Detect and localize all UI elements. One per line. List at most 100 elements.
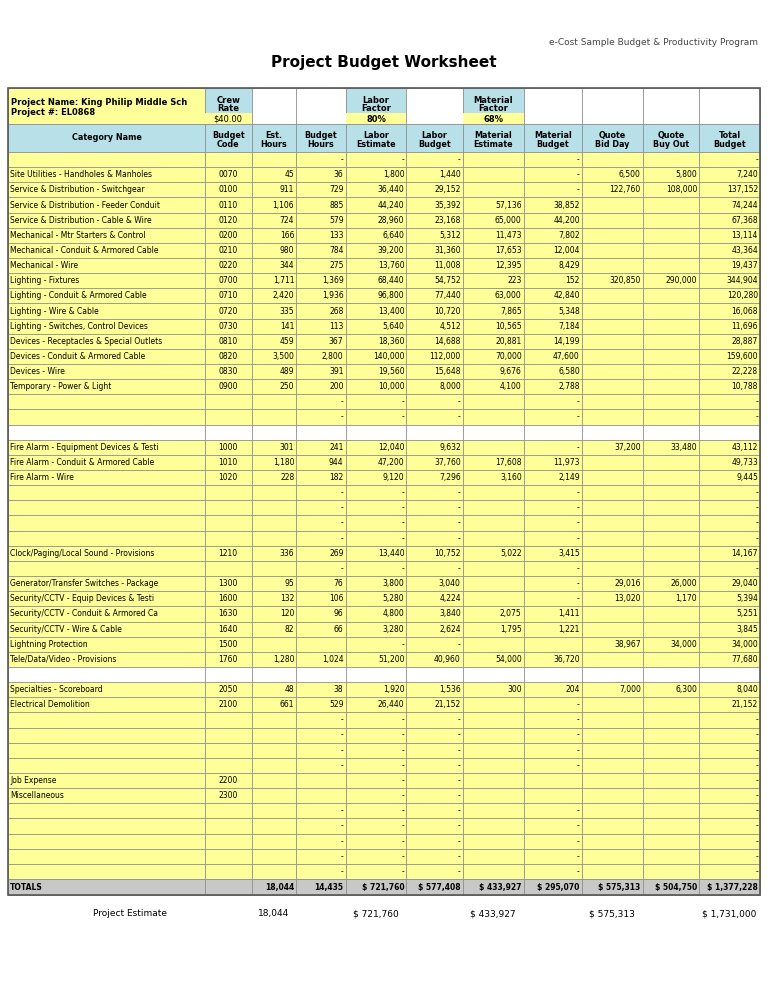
Bar xyxy=(296,455,346,470)
Bar xyxy=(463,243,524,258)
Bar xyxy=(251,728,296,743)
Text: Project Estimate: Project Estimate xyxy=(93,909,167,918)
Text: 12,395: 12,395 xyxy=(495,261,521,270)
Bar xyxy=(205,651,251,667)
Bar xyxy=(406,364,463,379)
Text: Mechanical - Mtr Starters & Control: Mechanical - Mtr Starters & Control xyxy=(10,230,146,239)
Bar xyxy=(346,243,406,258)
Bar xyxy=(8,486,205,500)
Text: 80%: 80% xyxy=(366,114,386,123)
Bar xyxy=(8,667,205,682)
Bar xyxy=(251,455,296,470)
Bar xyxy=(582,152,643,167)
Bar xyxy=(524,849,582,864)
Bar xyxy=(406,273,463,288)
Bar xyxy=(296,682,346,697)
Bar xyxy=(205,546,251,561)
Text: 911: 911 xyxy=(280,186,294,195)
Bar xyxy=(406,773,463,788)
Bar xyxy=(463,440,524,455)
Bar xyxy=(406,515,463,530)
Bar xyxy=(643,818,699,833)
Bar xyxy=(296,530,346,546)
Bar xyxy=(643,304,699,319)
Bar xyxy=(8,818,205,833)
Bar xyxy=(205,227,251,243)
Text: -: - xyxy=(755,867,758,876)
Text: 10,565: 10,565 xyxy=(495,322,521,331)
Bar xyxy=(251,273,296,288)
Bar xyxy=(463,319,524,334)
Text: Budget: Budget xyxy=(536,140,569,149)
Text: -: - xyxy=(458,746,461,755)
Text: Lighting - Switches, Control Devices: Lighting - Switches, Control Devices xyxy=(10,322,148,331)
Bar xyxy=(406,607,463,622)
Bar xyxy=(251,788,296,803)
Bar xyxy=(582,167,643,183)
Text: 26,000: 26,000 xyxy=(670,579,697,588)
Text: -: - xyxy=(402,837,405,846)
Bar xyxy=(463,758,524,773)
Bar xyxy=(346,712,406,728)
Bar xyxy=(582,304,643,319)
Text: 4,800: 4,800 xyxy=(382,610,405,619)
Bar xyxy=(524,758,582,773)
Text: 45: 45 xyxy=(284,170,294,179)
Bar xyxy=(251,288,296,304)
Text: 159,600: 159,600 xyxy=(727,352,758,361)
Bar xyxy=(699,273,760,288)
Text: Quote: Quote xyxy=(657,131,684,140)
Bar xyxy=(346,773,406,788)
Bar xyxy=(406,576,463,591)
Bar xyxy=(699,183,760,198)
Bar xyxy=(699,879,760,895)
Text: 137,152: 137,152 xyxy=(727,186,758,195)
Bar xyxy=(346,758,406,773)
Text: 0820: 0820 xyxy=(219,352,238,361)
Text: 1,369: 1,369 xyxy=(322,276,343,285)
Bar xyxy=(8,728,205,743)
Text: 40,960: 40,960 xyxy=(434,655,461,664)
Bar xyxy=(582,515,643,530)
Text: Temporary - Power & Light: Temporary - Power & Light xyxy=(10,382,111,391)
Text: 108,000: 108,000 xyxy=(666,186,697,195)
Bar xyxy=(463,773,524,788)
Bar xyxy=(524,667,582,682)
Text: 200: 200 xyxy=(329,382,343,391)
Bar xyxy=(205,425,251,440)
Text: -: - xyxy=(577,186,580,195)
Text: 1640: 1640 xyxy=(219,625,238,634)
Bar xyxy=(296,304,346,319)
Bar xyxy=(643,167,699,183)
Bar xyxy=(251,849,296,864)
Text: -: - xyxy=(755,777,758,785)
Text: 3,500: 3,500 xyxy=(273,352,294,361)
Bar xyxy=(524,515,582,530)
Text: Factor: Factor xyxy=(361,104,391,113)
Text: 0900: 0900 xyxy=(218,382,238,391)
Bar xyxy=(463,304,524,319)
Bar xyxy=(643,773,699,788)
Text: 2100: 2100 xyxy=(219,700,238,709)
Text: $ 577,408: $ 577,408 xyxy=(418,883,461,892)
Bar xyxy=(346,682,406,697)
Text: 3,160: 3,160 xyxy=(500,473,521,483)
Text: -: - xyxy=(755,852,758,861)
Text: -: - xyxy=(402,533,405,543)
Bar xyxy=(406,637,463,651)
Bar xyxy=(8,637,205,651)
Text: 0710: 0710 xyxy=(219,291,238,301)
Bar xyxy=(406,833,463,849)
Bar xyxy=(699,243,760,258)
Bar xyxy=(582,833,643,849)
Text: 1,180: 1,180 xyxy=(273,458,294,467)
Bar xyxy=(251,743,296,758)
Bar xyxy=(8,470,205,486)
Text: 166: 166 xyxy=(280,230,294,239)
Text: 6,500: 6,500 xyxy=(619,170,641,179)
Text: 20,881: 20,881 xyxy=(495,337,521,346)
Text: $ 1,731,000: $ 1,731,000 xyxy=(703,909,756,918)
Bar xyxy=(251,183,296,198)
Bar xyxy=(699,88,760,124)
Bar xyxy=(699,576,760,591)
